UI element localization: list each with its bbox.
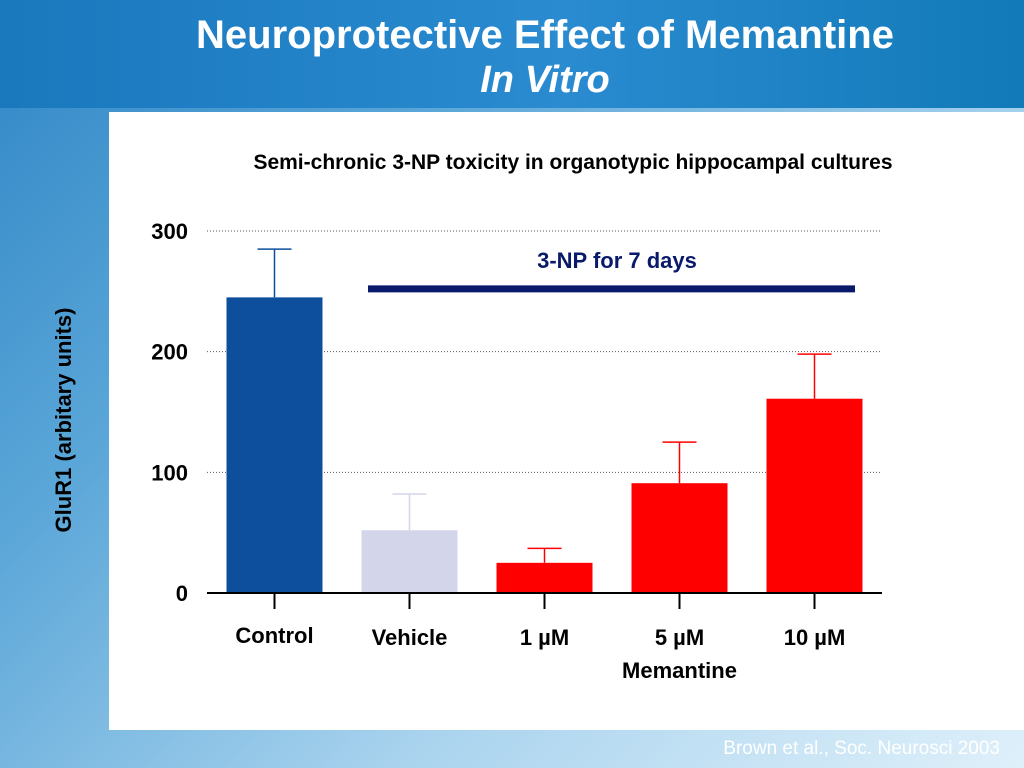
chart-title: Semi-chronic 3-NP toxicity in organotypi… xyxy=(253,151,892,174)
citation: Brown et al., Soc. Neurosci 2003 xyxy=(723,738,1000,759)
x-tick-label: 1 µM xyxy=(520,625,569,650)
slide-title: Neuroprotective Effect of Memantine xyxy=(196,13,894,57)
bars xyxy=(226,248,863,593)
x-tick-label: 10 µM xyxy=(784,625,846,650)
y-axis-label: GluR1 (arbitary units) xyxy=(51,308,76,533)
bar xyxy=(226,297,323,593)
bar xyxy=(361,530,458,593)
x-tick-label: Control xyxy=(235,623,313,648)
bar xyxy=(631,483,728,593)
x-tick-label: 5 µM xyxy=(655,625,704,650)
slide-subtitle: In Vitro xyxy=(480,59,610,101)
memantine-group-label: Memantine xyxy=(622,658,737,683)
y-tick-label: 100 xyxy=(151,460,188,485)
bar xyxy=(496,562,593,593)
bar xyxy=(766,398,863,593)
axes: 0 100 200 300 Control Vehicle 1 µM 5 µM 10 µM xyxy=(151,219,882,650)
annotation: 3-NP for 7 days xyxy=(368,248,855,293)
y-tick-label: 300 xyxy=(151,219,188,244)
y-tick-label: 0 xyxy=(176,581,188,606)
slide-header: Neuroprotective Effect of Memantine In V… xyxy=(0,0,1024,108)
treatment-label: 3-NP for 7 days xyxy=(537,248,697,273)
x-tick-label: Vehicle xyxy=(372,625,448,650)
y-tick-label: 200 xyxy=(151,340,188,365)
